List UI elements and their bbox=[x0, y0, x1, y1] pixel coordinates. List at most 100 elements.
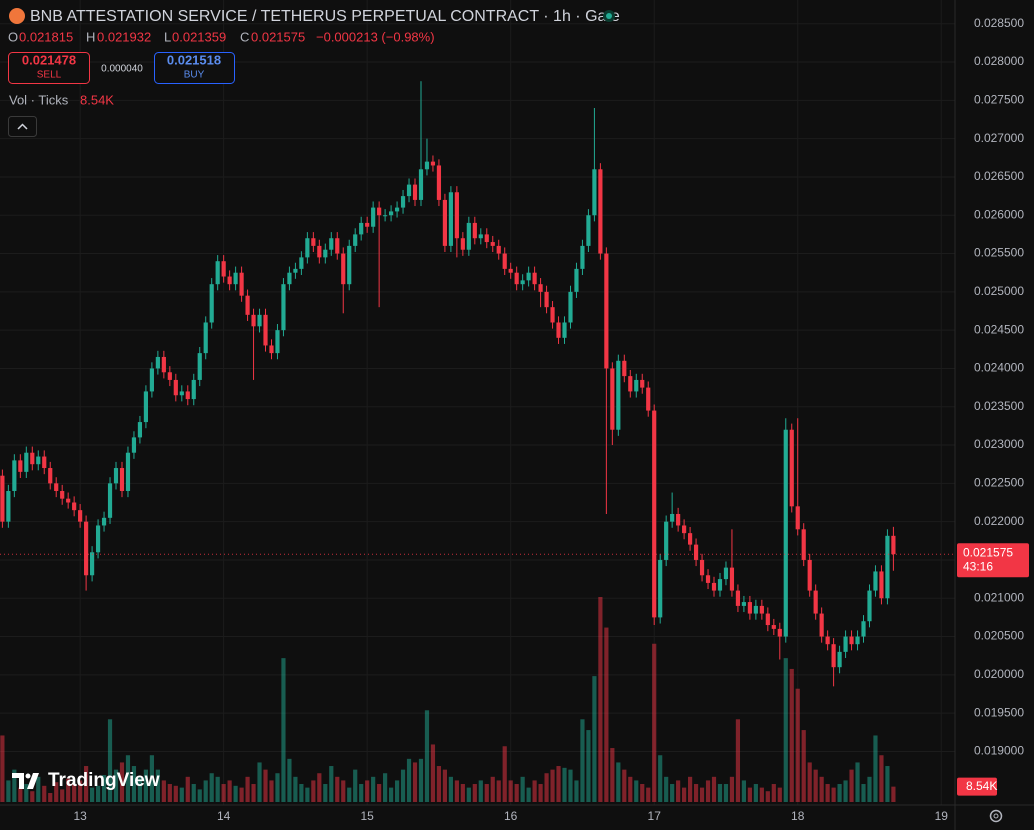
x-tick-label: 19 bbox=[935, 809, 949, 823]
volume-bar bbox=[149, 755, 154, 802]
candle-body bbox=[652, 410, 657, 618]
candle-body bbox=[508, 268, 513, 273]
volume-bar bbox=[78, 780, 83, 802]
candle-body bbox=[221, 261, 226, 277]
x-tick-label: 16 bbox=[504, 809, 518, 823]
volume-bar bbox=[335, 776, 340, 802]
volume-bar bbox=[741, 780, 747, 802]
volume-bar bbox=[831, 787, 836, 802]
volume-bar bbox=[442, 769, 448, 802]
candle-body bbox=[406, 184, 412, 197]
exchange-icon bbox=[9, 8, 25, 24]
volume-bar bbox=[634, 780, 639, 802]
volume-bar bbox=[747, 787, 752, 802]
volume-bar bbox=[371, 776, 376, 802]
volume-bar bbox=[580, 719, 585, 802]
volume-bar bbox=[819, 776, 824, 802]
volume-bar bbox=[568, 769, 573, 802]
volume-bar bbox=[693, 784, 699, 802]
collapse-button[interactable] bbox=[8, 116, 37, 137]
volume-bar bbox=[107, 719, 113, 802]
volume-bar bbox=[347, 787, 352, 802]
candle-body bbox=[825, 636, 830, 645]
candle-body bbox=[646, 387, 651, 411]
candle-body bbox=[741, 602, 747, 606]
volume-bar bbox=[705, 780, 711, 802]
volume-bar bbox=[723, 784, 729, 802]
candle-body bbox=[347, 245, 352, 285]
x-tick-label: 15 bbox=[360, 809, 374, 823]
candle-body bbox=[436, 165, 442, 200]
candle-body bbox=[89, 552, 95, 576]
volume-bar bbox=[837, 784, 842, 802]
volume-bar bbox=[526, 787, 531, 802]
y-tick-label: 0.028000 bbox=[974, 54, 1024, 68]
volume-bar bbox=[197, 789, 202, 802]
chart-title: BNB ATTESTATION SERVICE / TETHERUS PERPE… bbox=[30, 8, 620, 25]
candle-body bbox=[448, 192, 453, 246]
y-tick-label: 0.019000 bbox=[974, 744, 1024, 758]
candle-body bbox=[502, 253, 507, 269]
y-tick-label: 0.020500 bbox=[974, 629, 1024, 643]
collapse-icon bbox=[17, 123, 28, 130]
candle-body bbox=[155, 356, 160, 369]
volume-bar bbox=[317, 773, 322, 802]
volume-tag bbox=[957, 777, 997, 796]
y-tick-label: 0.023000 bbox=[974, 437, 1024, 451]
volume-bar bbox=[556, 766, 561, 802]
volume-bar bbox=[72, 784, 77, 802]
x-tick-label: 13 bbox=[73, 809, 87, 823]
candle-body bbox=[664, 521, 669, 560]
volume-bar bbox=[735, 719, 741, 802]
volume-bar bbox=[95, 785, 101, 802]
candle-body bbox=[687, 533, 693, 545]
volume-bar bbox=[269, 780, 274, 802]
y-tick-label: 0.024000 bbox=[974, 361, 1024, 375]
candle-body bbox=[299, 257, 304, 269]
candle-body bbox=[705, 575, 711, 583]
candle-body bbox=[287, 272, 292, 285]
candle-body bbox=[239, 272, 244, 296]
ohlc-change: −0.000213 (−0.98%) bbox=[316, 29, 435, 44]
volume-bar bbox=[753, 784, 758, 802]
settings-icon[interactable] bbox=[989, 809, 1003, 823]
candle-body bbox=[670, 513, 675, 522]
volume-bar bbox=[532, 780, 537, 802]
candle-body bbox=[137, 422, 143, 438]
candle-body bbox=[454, 192, 459, 239]
candle-body bbox=[801, 529, 806, 560]
volume-bar bbox=[412, 762, 418, 802]
candle-body bbox=[556, 322, 561, 338]
volume-bar bbox=[622, 769, 627, 802]
sell-button[interactable] bbox=[8, 52, 90, 84]
candle-body bbox=[101, 517, 107, 526]
volume-bar bbox=[209, 773, 214, 802]
volume-bar bbox=[496, 780, 501, 802]
volume-tag-label: 8.54K bbox=[966, 779, 997, 793]
volume-bar bbox=[131, 766, 137, 802]
candle-body bbox=[191, 379, 196, 400]
volume-bar bbox=[759, 787, 764, 802]
candle-body bbox=[251, 314, 256, 327]
candle-body bbox=[783, 429, 788, 637]
x-tick-label: 17 bbox=[648, 809, 662, 823]
y-tick-label: 0.027500 bbox=[974, 93, 1024, 107]
volume-bar bbox=[215, 776, 220, 802]
y-tick-label: 0.027000 bbox=[974, 131, 1024, 145]
ohlc-c-value: 0.021575 bbox=[251, 29, 305, 44]
volume-bar bbox=[574, 780, 579, 802]
volume-bar bbox=[341, 780, 346, 802]
candle-body bbox=[305, 238, 310, 258]
buy-button[interactable] bbox=[154, 52, 235, 84]
volume-bar bbox=[813, 769, 818, 802]
candle-body bbox=[84, 521, 89, 576]
candle-body bbox=[544, 291, 549, 308]
candle-body bbox=[353, 234, 358, 246]
volume-bar bbox=[84, 766, 89, 802]
candle-body bbox=[394, 207, 400, 212]
volume-bar bbox=[305, 787, 310, 802]
candle-body bbox=[658, 559, 663, 618]
candle-body bbox=[699, 559, 705, 576]
volume-bar bbox=[777, 787, 782, 802]
